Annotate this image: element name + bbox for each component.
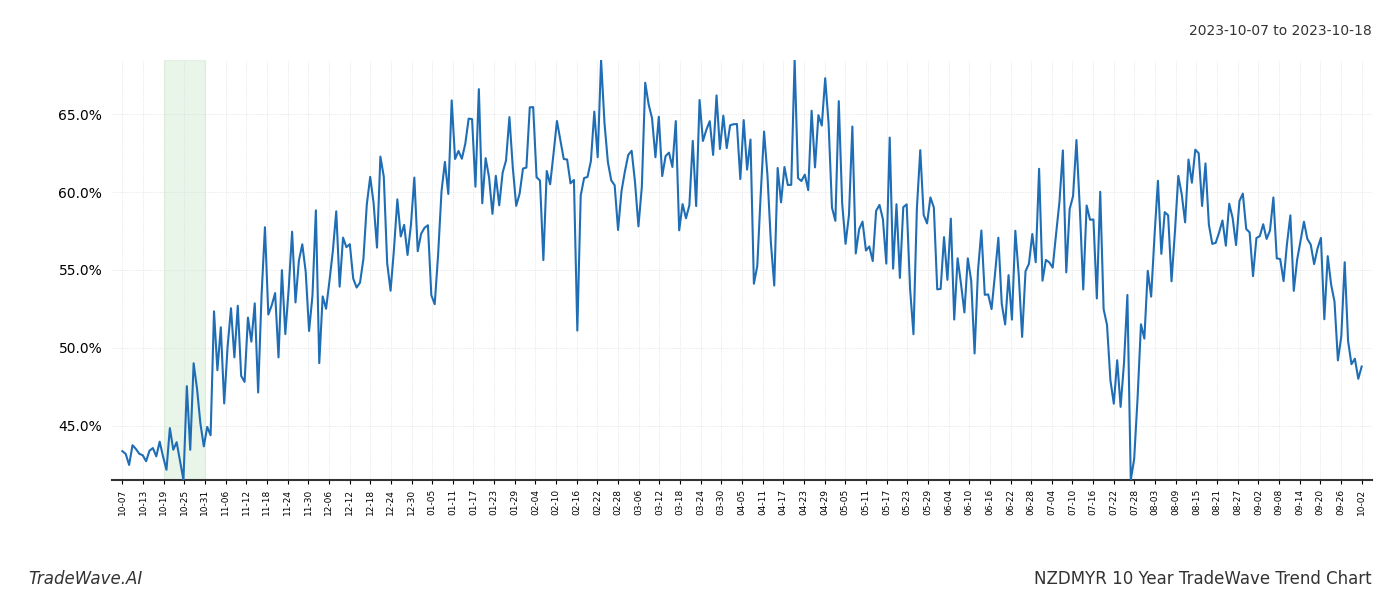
Text: NZDMYR 10 Year TradeWave Trend Chart: NZDMYR 10 Year TradeWave Trend Chart [1035,570,1372,588]
Bar [164,60,204,480]
Text: TradeWave.AI: TradeWave.AI [28,570,143,588]
Text: 2023-10-07 to 2023-10-18: 2023-10-07 to 2023-10-18 [1189,24,1372,38]
